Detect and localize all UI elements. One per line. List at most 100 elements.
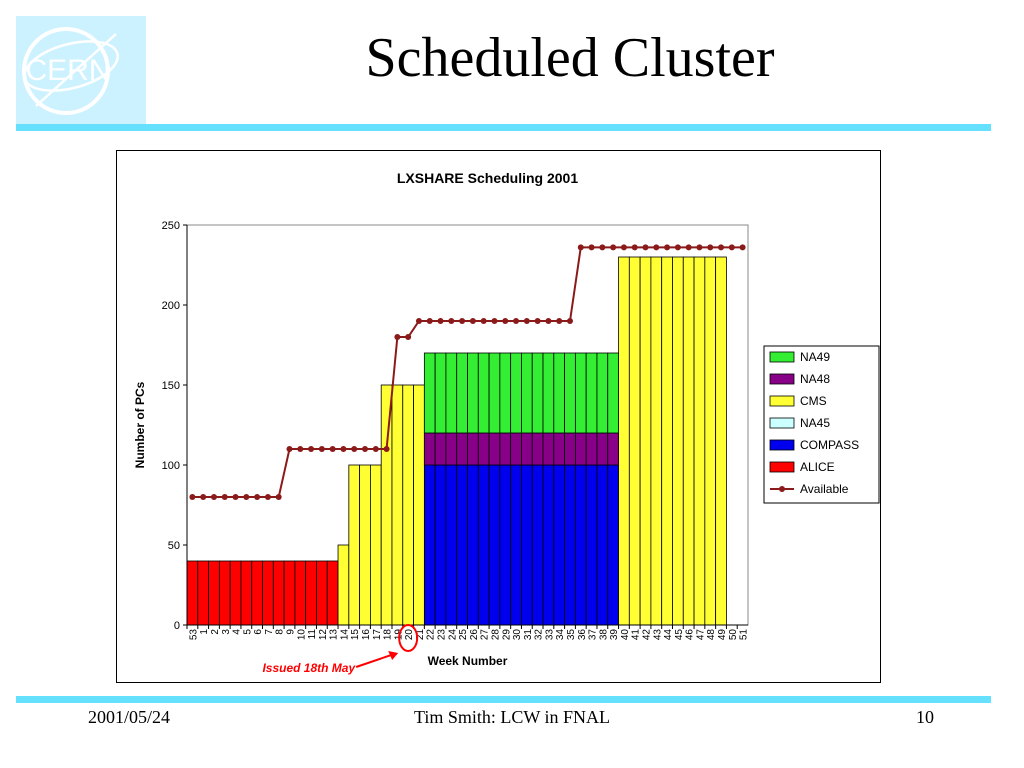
bar-na48-week-38 xyxy=(596,432,609,466)
bar-na48-week-24 xyxy=(445,432,458,466)
bar-alice-week-12 xyxy=(316,560,328,626)
x-tick-label-50: 50 xyxy=(728,629,739,641)
x-tick-label-18: 18 xyxy=(383,629,394,641)
point-available-week-31 xyxy=(523,318,530,324)
bar-na49-week-28 xyxy=(488,352,501,434)
bar-na49-week-22 xyxy=(423,352,436,434)
bar-na49-week-31 xyxy=(521,352,533,434)
footer-date: 2001/05/24 xyxy=(88,707,171,727)
bar-alice-week-13 xyxy=(326,560,339,626)
x-tick-label-51: 51 xyxy=(739,629,750,641)
bar-compass-week-32 xyxy=(531,464,544,626)
y-axis-label: Number of PCs xyxy=(133,381,147,468)
bar-alice-week-5 xyxy=(240,560,253,626)
point-available-week-53 xyxy=(189,494,196,500)
point-available-week-32 xyxy=(534,318,541,324)
point-available-week-10 xyxy=(297,446,304,452)
point-available-week-50 xyxy=(728,244,735,251)
bar-alice-week-1 xyxy=(197,560,209,626)
bar-na48-week-35 xyxy=(564,432,576,466)
point-available-week-3 xyxy=(221,494,228,500)
legend-label-na48: NA48 xyxy=(800,372,830,386)
bar-compass-week-33 xyxy=(542,464,555,626)
bar-compass-week-22 xyxy=(423,464,436,626)
y-tick-label-0: 0 xyxy=(174,620,180,632)
bar-na48-week-36 xyxy=(574,432,587,466)
bar-na49-week-24 xyxy=(445,352,458,434)
bar-cms-week-42 xyxy=(639,256,652,626)
x-axis-label: Week Number xyxy=(428,654,508,668)
x-tick-label-28: 28 xyxy=(490,629,501,641)
point-available-week-33 xyxy=(545,318,552,324)
bar-na49-week-25 xyxy=(456,352,468,434)
bar-compass-week-31 xyxy=(521,464,533,626)
x-tick-label-30: 30 xyxy=(512,629,523,641)
bar-na48-week-25 xyxy=(456,432,468,466)
logo-text: CERN xyxy=(25,54,110,87)
bar-na48-week-29 xyxy=(499,432,512,466)
point-available-week-5 xyxy=(243,494,250,500)
x-tick-label-26: 26 xyxy=(469,629,480,641)
legend-swatch-na48 xyxy=(769,373,795,385)
point-available-week-35 xyxy=(566,318,573,324)
point-available-week-21 xyxy=(415,318,422,324)
bar-na48-week-28 xyxy=(488,432,501,466)
point-available-week-30 xyxy=(513,318,520,324)
legend-label-compass: COMPASS xyxy=(800,438,859,452)
point-available-week-22 xyxy=(426,318,433,324)
x-tick-label-20: 20 xyxy=(404,629,415,641)
point-available-week-49 xyxy=(718,244,725,251)
legend-label-na45: NA45 xyxy=(800,416,830,430)
chart-title: LXSHARE Scheduling 2001 xyxy=(397,170,578,186)
bar-na49-week-38 xyxy=(596,352,609,434)
bar-compass-week-38 xyxy=(596,464,609,626)
x-tick-label-10: 10 xyxy=(296,629,307,641)
cern-logo: CERN xyxy=(16,16,146,126)
point-available-week-41 xyxy=(631,244,638,251)
x-tick-label-39: 39 xyxy=(609,629,620,641)
y-tick-label-200: 200 xyxy=(162,300,180,312)
bar-cms-week-44 xyxy=(661,256,673,626)
bottom-accent-rule xyxy=(16,696,991,703)
line-available xyxy=(192,246,743,498)
bar-compass-week-36 xyxy=(574,464,587,626)
x-tick-label-13: 13 xyxy=(329,629,340,641)
point-available-week-44 xyxy=(664,244,671,251)
x-tick-label-48: 48 xyxy=(706,629,717,641)
point-available-week-9 xyxy=(286,446,293,452)
bar-cms-week-41 xyxy=(628,256,641,626)
x-tick-label-31: 31 xyxy=(523,629,534,641)
legend-label-available: Available xyxy=(800,482,849,496)
cern-logo-graphic: CERN xyxy=(22,27,119,115)
legend-label-cms: CMS xyxy=(800,394,827,408)
x-tick-label-47: 47 xyxy=(695,629,706,641)
point-available-week-45 xyxy=(674,244,681,251)
bar-na49-week-30 xyxy=(510,352,522,434)
x-tick-label-22: 22 xyxy=(426,629,437,641)
x-tick-label-8: 8 xyxy=(275,629,286,635)
bar-cms-week-49 xyxy=(715,256,727,626)
bar-cms-week-16 xyxy=(359,464,371,626)
x-tick-label-49: 49 xyxy=(717,629,728,641)
point-available-week-48 xyxy=(707,244,714,251)
x-tick-label-40: 40 xyxy=(620,629,631,641)
bar-cms-week-47 xyxy=(693,256,706,626)
bar-na49-week-23 xyxy=(434,352,447,434)
point-available-week-29 xyxy=(502,318,509,324)
bar-compass-week-37 xyxy=(585,464,598,626)
bar-compass-week-34 xyxy=(553,464,565,626)
bar-na48-week-23 xyxy=(434,432,447,466)
bar-na48-week-33 xyxy=(542,432,555,466)
x-tick-label-1: 1 xyxy=(199,629,210,635)
bar-alice-week-53 xyxy=(186,560,199,626)
legend-swatch-alice xyxy=(769,461,795,473)
x-tick-label-41: 41 xyxy=(631,629,642,641)
bar-na49-week-26 xyxy=(467,352,479,434)
bar-na49-week-27 xyxy=(477,352,490,434)
point-available-week-4 xyxy=(232,494,239,500)
bar-alice-week-9 xyxy=(283,560,296,626)
x-tick-label-7: 7 xyxy=(264,629,275,635)
x-tick-label-6: 6 xyxy=(253,629,264,635)
bar-compass-week-24 xyxy=(445,464,458,626)
x-tick-label-3: 3 xyxy=(221,629,232,635)
